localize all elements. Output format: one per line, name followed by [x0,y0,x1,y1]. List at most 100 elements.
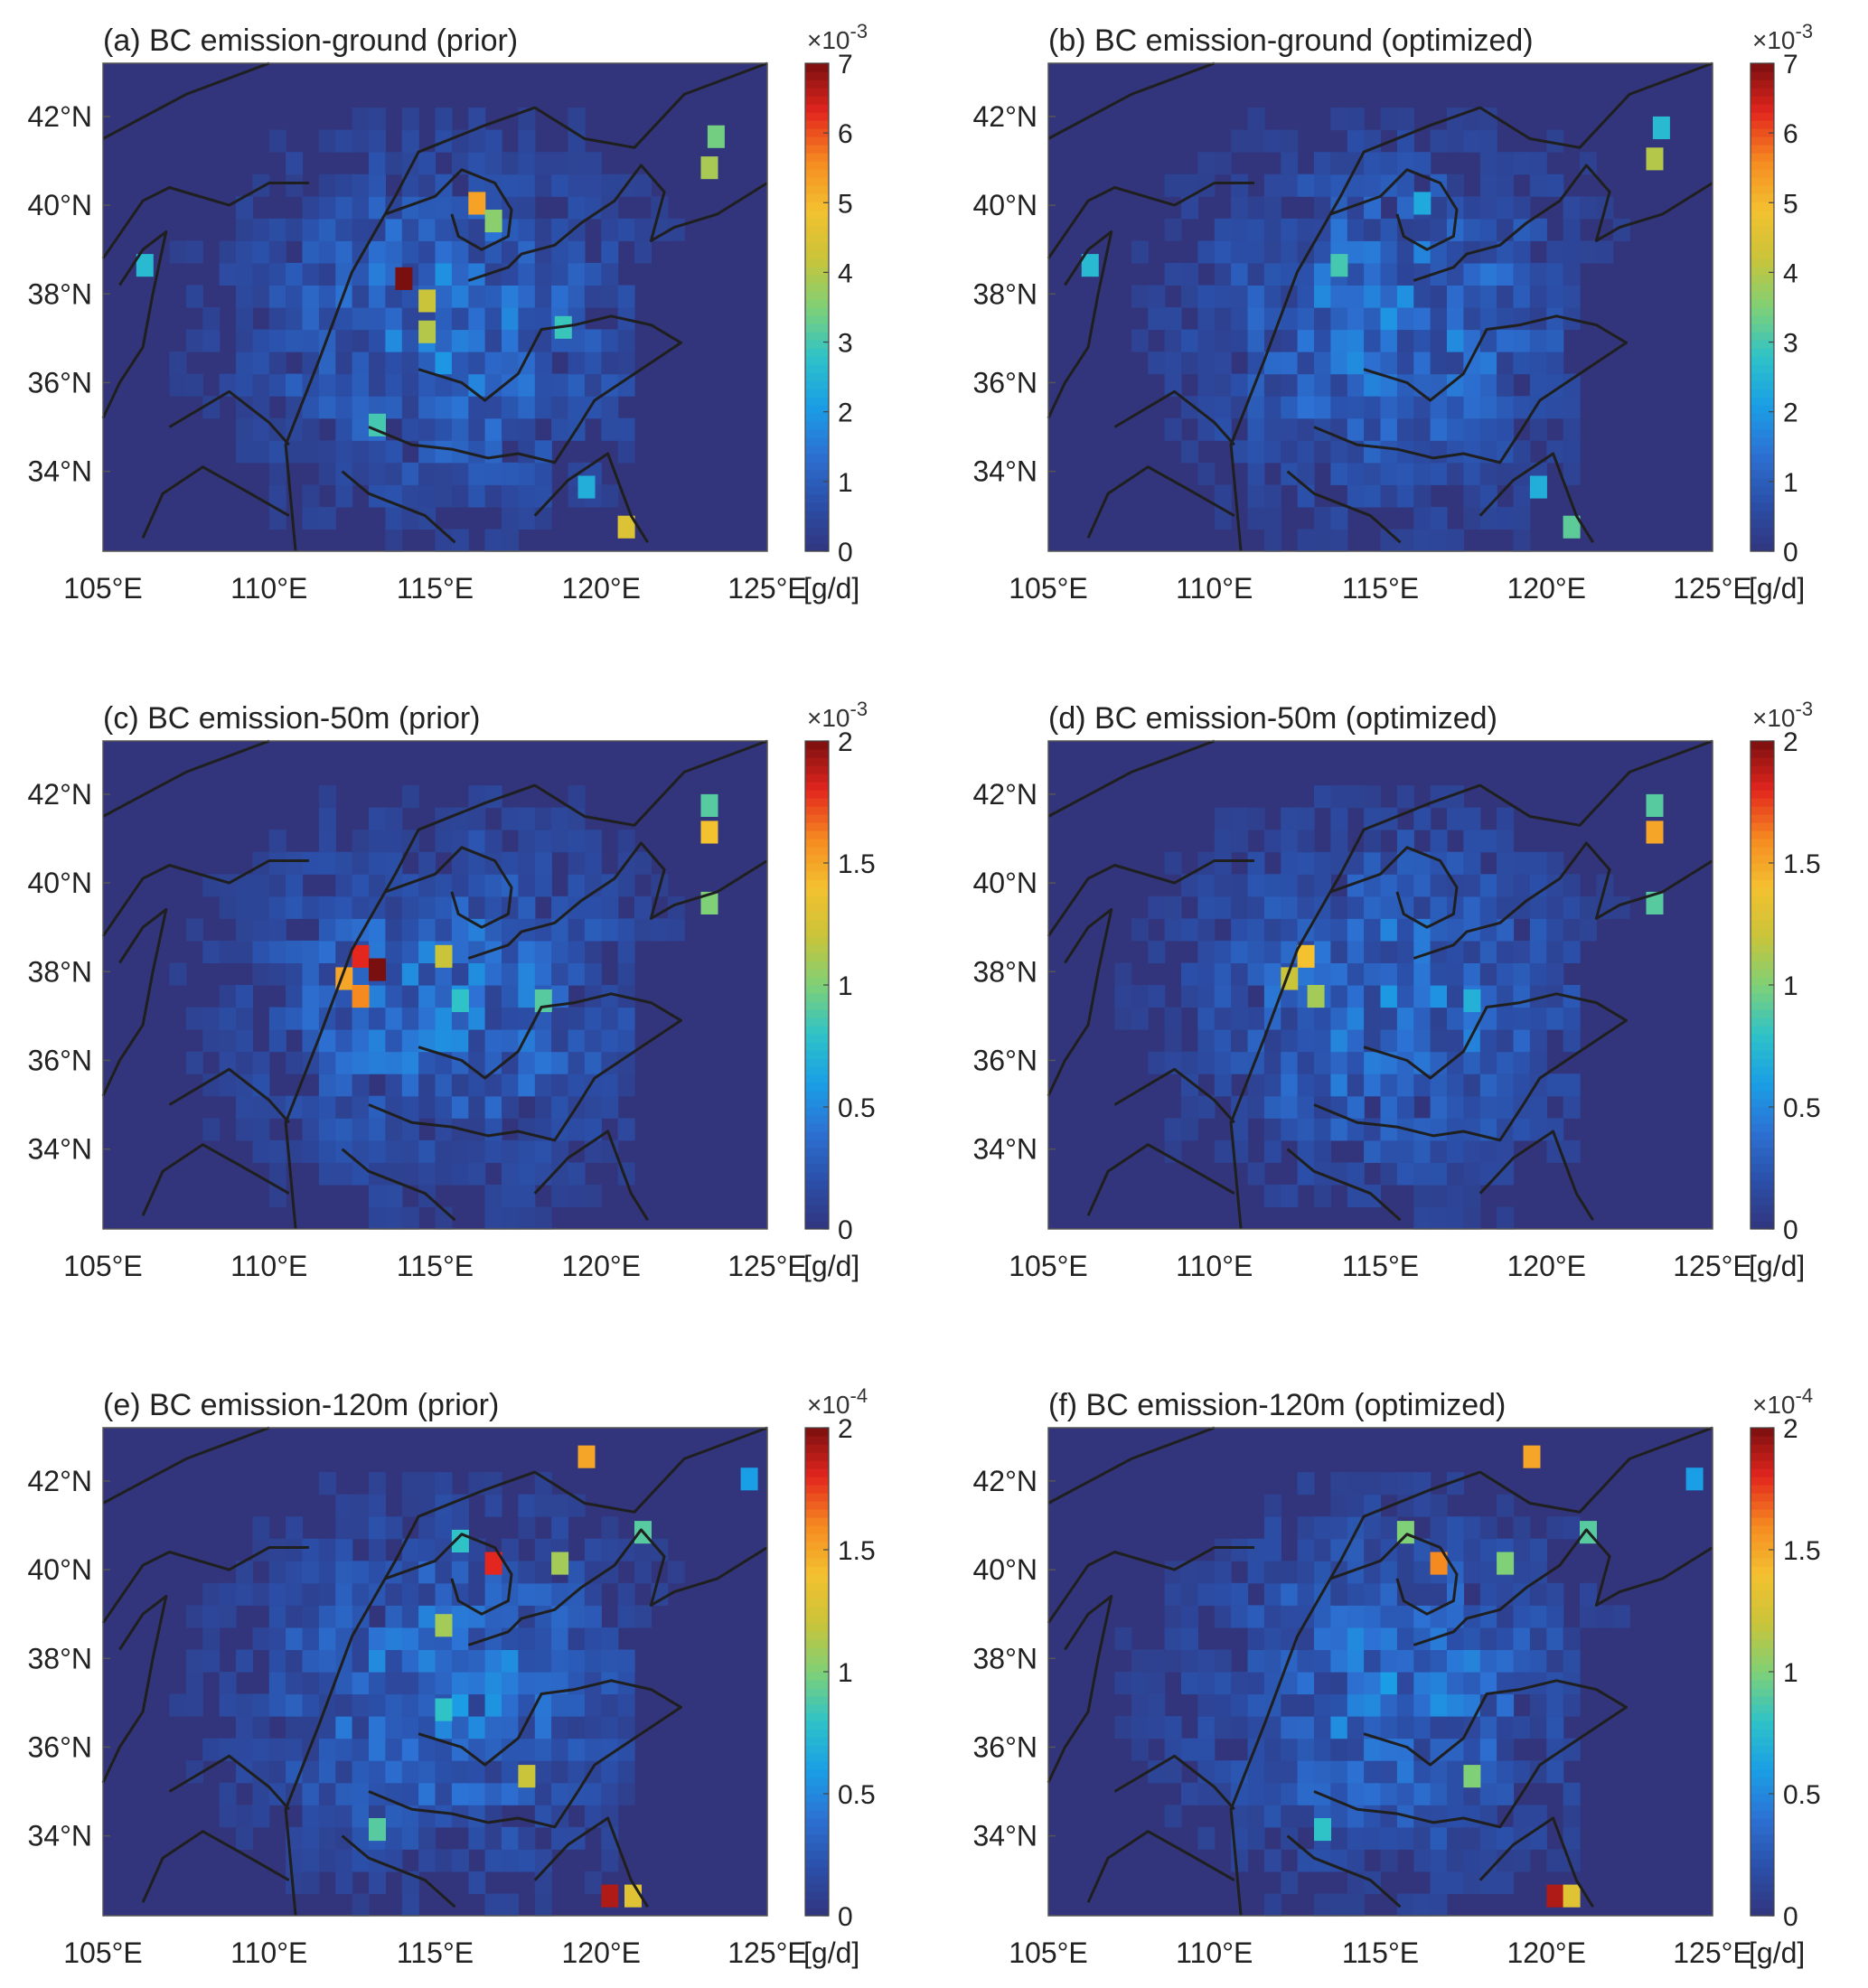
emission-cell [1314,1672,1331,1695]
emission-cell [418,262,436,286]
emission-cell [1529,1627,1547,1650]
emission-cell [1281,874,1299,897]
emission-cell [518,396,536,419]
emission-cell [318,1782,336,1805]
emission-cell [418,1095,436,1119]
emission-cell [568,1649,586,1673]
emission-cell [1347,785,1365,809]
emission-cell [369,307,386,331]
colorbar-segment [1751,1875,1774,1884]
emission-cell [584,896,602,919]
emission-cell [268,329,286,352]
emission-cell [1413,1472,1432,1496]
colorbar-segment [1751,1468,1774,1477]
emission-grid [1114,785,1630,1230]
emission-cell [435,1472,453,1496]
emission-cell [435,1516,453,1540]
emission-cell [1497,196,1515,220]
emission-cell [518,851,536,875]
emission-cell [1430,830,1448,853]
emission-cell [268,896,286,919]
emission-cell [1563,1029,1581,1053]
emission-cell [1281,830,1299,853]
emission-cell [1263,1561,1281,1584]
emission-cell [534,1716,552,1740]
emission-cell [518,506,536,530]
emission-cell [1263,417,1281,441]
colorbar-segment [805,1050,829,1059]
emission-cell [584,173,602,197]
emission-cell [551,1029,569,1053]
colorbar-segment [1751,1753,1774,1762]
emission-cell [1463,940,1481,963]
emission-cell [1430,440,1448,464]
emission-cell [601,1051,619,1074]
emission-cell [502,918,519,942]
emission-cell [1513,529,1531,552]
emission-cell [1231,830,1249,853]
emission-cell [451,807,469,830]
emission-cell [369,1118,386,1141]
border-line [1478,1816,1594,1908]
emission-cell [1197,918,1216,942]
emission-cell [352,108,370,131]
emission-cell [335,1074,353,1097]
emission-cell [268,1538,286,1561]
emission-cell [551,396,569,419]
emission-cell [1513,506,1531,530]
colorbar-segment [1751,511,1774,520]
emission-cell [352,1139,370,1163]
emission-cell [401,874,419,897]
emission-cell [1347,218,1365,241]
emission-cell [1297,1760,1315,1784]
emission-cell [502,462,519,485]
emission-cell [1513,1029,1531,1053]
emission-cell [1497,285,1515,308]
emission-cell [1347,1760,1365,1784]
emission-cell [401,940,419,963]
emission-cell [335,1494,353,1517]
y-tick-label: 42°N [973,1465,1038,1497]
emission-cell [286,1627,304,1650]
emission-cell [1463,373,1481,397]
emission-cell [1114,962,1132,986]
emission-cell [551,1162,569,1186]
emission-cell [468,1782,486,1805]
emission-cell [584,1805,602,1828]
emission-cell [1347,417,1365,441]
emission-cell [601,1738,619,1761]
emission-cell [1413,484,1432,508]
emission-cell [318,1826,336,1850]
emission-cell [534,1649,552,1673]
border-line [284,739,768,1230]
hotspot-cell [435,1698,453,1721]
colorbar-segment [1751,969,1774,978]
emission-cell [568,1118,586,1141]
colorbar-segment [805,993,829,1002]
emission-cell [1364,462,1382,485]
emission-cell [568,329,586,352]
colorbar-segment [805,1631,829,1640]
colorbar-segment [805,1721,829,1730]
emission-cell [1497,1007,1515,1030]
emission-cell [286,1738,304,1761]
emission-cell [418,1672,436,1695]
emission-cell [617,1649,635,1673]
emission-cell [1247,962,1265,986]
emission-cell [1430,307,1448,331]
hotspot-cell [369,958,386,981]
emission-cell [1263,1538,1281,1561]
emission-cell [369,1051,386,1074]
emission-cell [1330,1649,1348,1673]
emission-cell [352,1649,370,1673]
border-line [1413,1528,1713,1646]
emission-cell [1281,173,1299,197]
emission-cell [1263,1029,1281,1053]
x-tick-label: 110°E [230,1936,307,1969]
emission-cell [1181,918,1198,942]
emission-cell [1347,262,1365,286]
emission-cell [1330,396,1348,419]
emission-cell [268,1007,286,1030]
colorbar-segment [1751,470,1774,479]
emission-cell [534,1074,552,1097]
